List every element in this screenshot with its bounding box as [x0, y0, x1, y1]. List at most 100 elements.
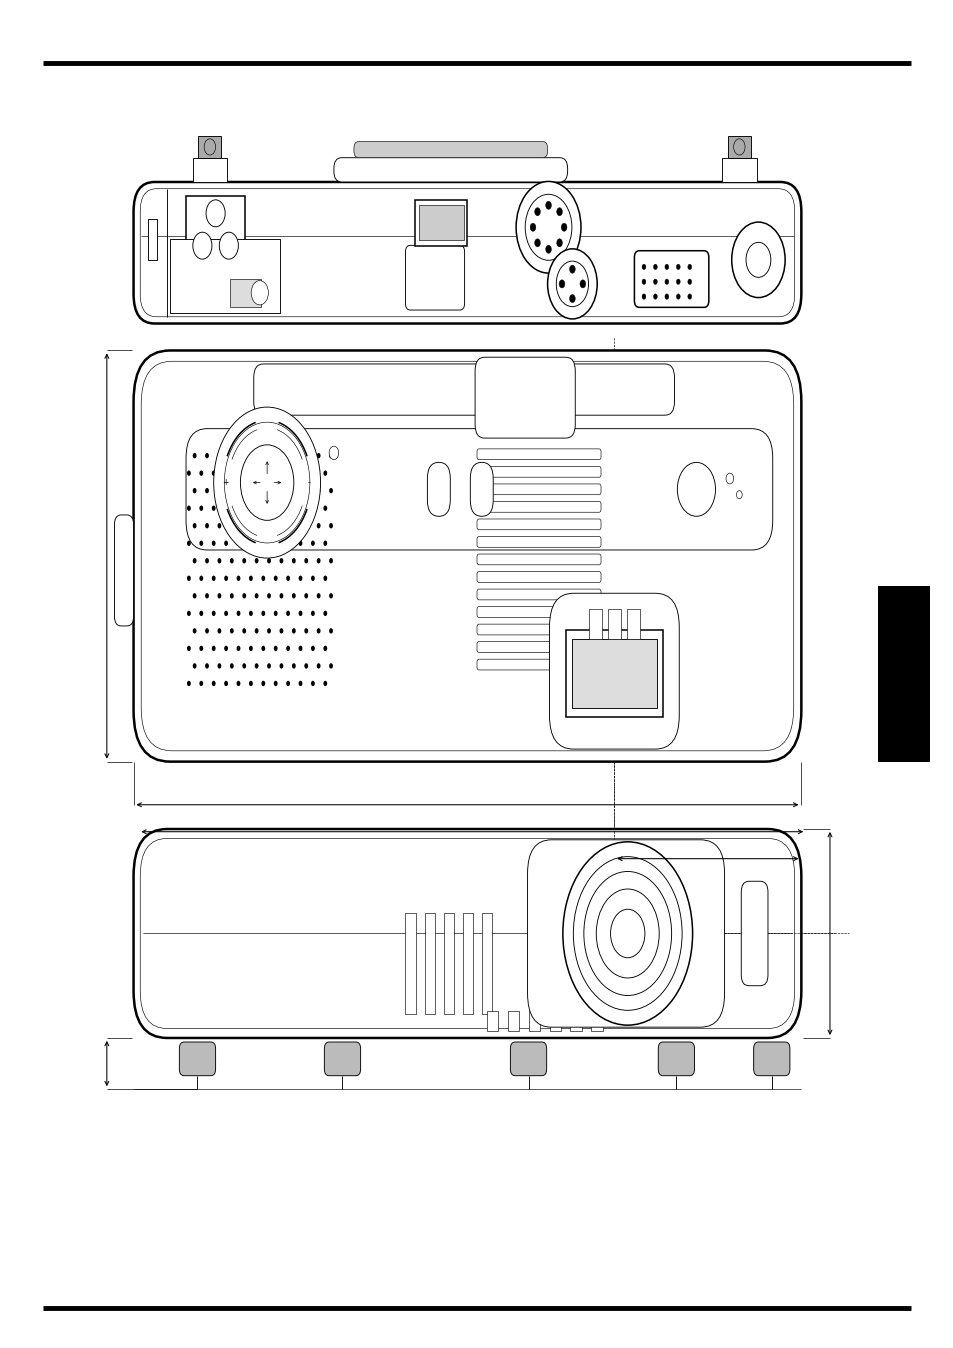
Circle shape [205, 488, 209, 493]
Circle shape [292, 488, 295, 493]
Circle shape [687, 264, 691, 270]
Circle shape [236, 611, 240, 616]
Circle shape [267, 593, 271, 599]
Circle shape [323, 611, 327, 616]
FancyBboxPatch shape [324, 1042, 360, 1076]
Circle shape [261, 576, 265, 581]
Circle shape [274, 541, 277, 546]
Circle shape [292, 558, 295, 563]
Circle shape [212, 646, 215, 651]
Bar [405, 913, 416, 1014]
Circle shape [323, 681, 327, 686]
Circle shape [199, 646, 203, 651]
Circle shape [267, 628, 271, 634]
FancyBboxPatch shape [476, 642, 600, 652]
Circle shape [311, 506, 314, 511]
Circle shape [530, 224, 536, 232]
Bar [170, 239, 279, 313]
Bar [607, 609, 620, 639]
FancyBboxPatch shape [476, 659, 600, 670]
Circle shape [534, 239, 539, 247]
Circle shape [199, 576, 203, 581]
Circle shape [653, 294, 657, 299]
Circle shape [187, 506, 191, 511]
Circle shape [193, 593, 196, 599]
Circle shape [193, 232, 212, 259]
Circle shape [311, 646, 314, 651]
Circle shape [254, 523, 258, 528]
Circle shape [249, 506, 253, 511]
FancyBboxPatch shape [476, 589, 600, 600]
Circle shape [217, 558, 221, 563]
Circle shape [316, 488, 320, 493]
Circle shape [261, 506, 265, 511]
Circle shape [316, 628, 320, 634]
Circle shape [224, 611, 228, 616]
Circle shape [279, 488, 283, 493]
FancyBboxPatch shape [114, 515, 133, 625]
Circle shape [329, 488, 333, 493]
Circle shape [745, 243, 770, 278]
Circle shape [731, 222, 784, 298]
Circle shape [279, 663, 283, 669]
FancyBboxPatch shape [470, 462, 493, 516]
Circle shape [329, 593, 333, 599]
Circle shape [224, 681, 228, 686]
Circle shape [323, 646, 327, 651]
FancyBboxPatch shape [179, 1042, 215, 1076]
Circle shape [205, 628, 209, 634]
Circle shape [274, 646, 277, 651]
Circle shape [236, 646, 240, 651]
Circle shape [236, 576, 240, 581]
Circle shape [304, 453, 308, 458]
Circle shape [242, 523, 246, 528]
Circle shape [242, 663, 246, 669]
Circle shape [323, 576, 327, 581]
Bar [415, 200, 467, 245]
Circle shape [304, 663, 308, 669]
Circle shape [249, 470, 253, 476]
Bar [572, 639, 656, 708]
Circle shape [569, 295, 575, 303]
Circle shape [217, 628, 221, 634]
FancyBboxPatch shape [476, 519, 600, 530]
Circle shape [217, 593, 221, 599]
Circle shape [254, 488, 258, 493]
Circle shape [304, 628, 308, 634]
Bar [198, 136, 221, 158]
Circle shape [292, 593, 295, 599]
Bar [424, 913, 435, 1014]
Bar [588, 609, 601, 639]
FancyBboxPatch shape [634, 251, 708, 307]
Circle shape [193, 558, 196, 563]
Circle shape [664, 264, 668, 270]
Circle shape [199, 541, 203, 546]
Circle shape [251, 280, 268, 305]
Circle shape [242, 593, 246, 599]
Circle shape [298, 681, 302, 686]
FancyBboxPatch shape [740, 882, 767, 985]
Bar [565, 630, 662, 717]
Circle shape [304, 523, 308, 528]
Circle shape [311, 576, 314, 581]
FancyBboxPatch shape [510, 1042, 546, 1076]
Circle shape [329, 558, 333, 563]
Circle shape [311, 681, 314, 686]
Circle shape [193, 453, 196, 458]
Bar [462, 913, 473, 1014]
Circle shape [249, 576, 253, 581]
Circle shape [187, 470, 191, 476]
Circle shape [240, 445, 294, 520]
FancyBboxPatch shape [476, 607, 600, 617]
Circle shape [254, 628, 258, 634]
Circle shape [687, 279, 691, 284]
FancyBboxPatch shape [354, 142, 547, 158]
Circle shape [204, 139, 215, 155]
Circle shape [304, 488, 308, 493]
Circle shape [230, 558, 233, 563]
Circle shape [329, 446, 338, 460]
Text: +: + [222, 479, 229, 487]
Circle shape [664, 279, 668, 284]
Circle shape [279, 453, 283, 458]
Circle shape [286, 681, 290, 686]
